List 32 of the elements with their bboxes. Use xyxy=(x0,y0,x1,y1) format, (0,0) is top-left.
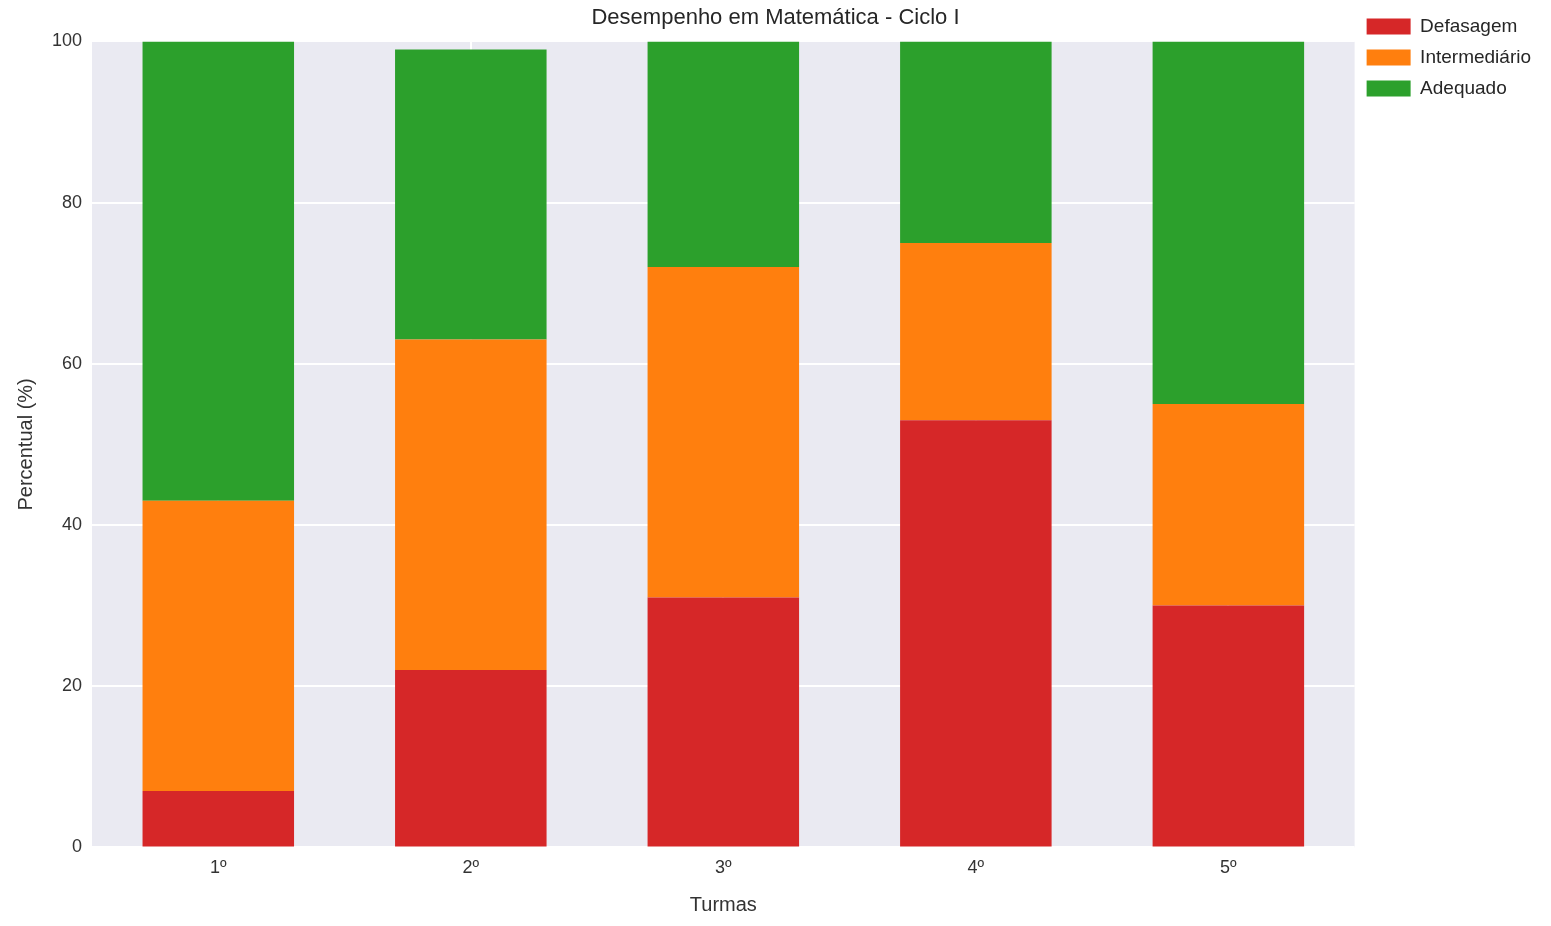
y-tick-label: 40 xyxy=(62,513,83,534)
y-axis-title: Percentual (%) xyxy=(13,378,36,511)
bar xyxy=(647,41,800,268)
legend-label: Defasagem xyxy=(1420,14,1518,36)
bar xyxy=(142,41,295,501)
bar xyxy=(142,790,295,847)
bar xyxy=(1152,605,1305,847)
bar xyxy=(647,597,800,847)
x-axis-title: Turmas xyxy=(689,892,757,915)
y-tick-label: 80 xyxy=(62,191,83,212)
bar xyxy=(1152,41,1305,405)
x-tick-label: 3º xyxy=(715,857,733,878)
bar xyxy=(900,41,1052,243)
bar xyxy=(395,339,547,671)
bar xyxy=(900,420,1052,847)
bar xyxy=(395,49,547,340)
y-tick-label: 20 xyxy=(62,675,83,696)
x-tick-label: 2º xyxy=(462,857,480,878)
chart-title: Desempenho em Matemática - Ciclo I xyxy=(591,4,960,30)
x-tick-label: 1º xyxy=(209,857,227,878)
legend-label: Adequado xyxy=(1420,76,1507,98)
y-tick-label: 60 xyxy=(62,352,83,373)
bar xyxy=(900,242,1052,421)
bar xyxy=(142,500,295,791)
bar xyxy=(395,670,547,847)
legend-label: Intermediário xyxy=(1420,45,1532,67)
bar xyxy=(647,267,800,598)
bar xyxy=(1152,404,1305,606)
x-tick-label: 5º xyxy=(1220,857,1238,878)
x-tick-label: 4º xyxy=(967,857,985,878)
y-tick-label: 100 xyxy=(51,30,83,51)
y-tick-label: 0 xyxy=(72,836,83,857)
